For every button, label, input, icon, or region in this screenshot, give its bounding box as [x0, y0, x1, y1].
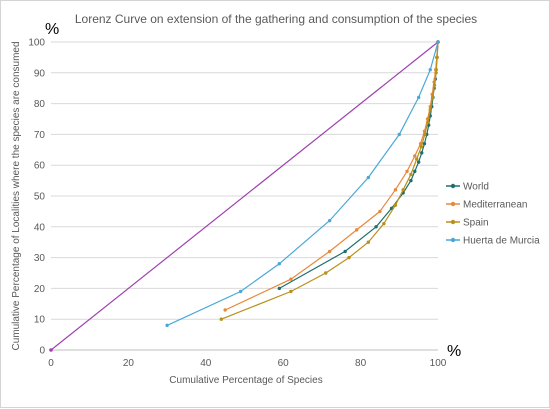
legend-label-world: World [463, 182, 489, 193]
y-tick-label: 30 [34, 253, 46, 264]
data-point-mediterranean [413, 154, 417, 158]
series-huerta-de-murcia [165, 40, 440, 328]
tick-labels: 0 10 20 30 40 50 60 70 80 90 100 0 20 40 60 80 100 [28, 38, 446, 370]
data-point-huerta-de-murcia [366, 175, 371, 180]
data-point-mediterranean [289, 277, 293, 281]
data-point-spain [426, 120, 430, 124]
x-tick-label: 60 [278, 358, 290, 369]
data-point-spain [432, 83, 437, 87]
data-point-spain [428, 108, 432, 112]
legend-label-spain: Spain [463, 218, 489, 229]
y-tick-label: 60 [34, 161, 46, 172]
series-line-huerta-de-murcia [166, 41, 439, 326]
x-unit-label: % [447, 343, 461, 360]
y-tick-label: 70 [34, 130, 46, 141]
chart-title: Lorenz Curve on extension of the gatheri… [75, 12, 477, 26]
x-tick-label: 20 [123, 358, 135, 369]
data-point-world [416, 160, 421, 164]
legend-label-mediterranean: Mediterranean [463, 200, 527, 211]
data-point-spain [419, 145, 424, 149]
data-point-spain [415, 157, 419, 161]
data-point-spain [435, 55, 439, 60]
y-tick-label: 100 [28, 38, 45, 49]
data-point-spain [366, 240, 371, 244]
equality-point [49, 348, 53, 352]
data-point-huerta-de-murcia [416, 95, 421, 100]
y-unit-label: % [45, 21, 59, 38]
data-point-world [422, 141, 427, 146]
legend: World Mediterranean Spain Huerta de Murcia [446, 182, 540, 247]
data-point-world [277, 286, 282, 291]
data-point-spain [324, 271, 328, 275]
data-point-huerta-de-murcia [436, 40, 440, 44]
data-point-world [409, 178, 413, 183]
data-point-spain [219, 317, 223, 321]
y-tick-label: 20 [34, 284, 46, 295]
data-point-mediterranean [378, 209, 382, 214]
x-tick-label: 100 [430, 358, 447, 369]
y-tick-label: 40 [34, 222, 46, 233]
data-point-mediterranean [223, 308, 227, 312]
data-point-spain [382, 222, 386, 226]
series-line-spain [221, 41, 439, 320]
data-point-huerta-de-murcia [397, 132, 401, 137]
legend-marker-world [450, 183, 456, 189]
equality-line [50, 41, 439, 351]
y-tick-label: 0 [39, 346, 45, 357]
data-point-spain [409, 172, 413, 177]
data-point-mediterranean [327, 249, 332, 254]
data-point-spain [423, 132, 427, 137]
grid [51, 41, 438, 320]
data-point-huerta-de-murcia [277, 262, 282, 266]
y-tick-label: 90 [34, 68, 46, 79]
data-point-mediterranean [355, 228, 359, 232]
y-tick-label: 80 [34, 99, 46, 110]
data-point-huerta-de-murcia [238, 289, 243, 294]
data-point-world [420, 151, 424, 155]
y-tick-label: 10 [34, 315, 46, 326]
y-tick-label: 50 [34, 192, 46, 203]
series-spain [219, 40, 440, 321]
data-point-huerta-de-murcia [165, 323, 169, 328]
series-layer [49, 40, 440, 352]
x-tick-label: 0 [48, 358, 54, 369]
data-point-mediterranean [405, 169, 409, 174]
x-tick-label: 80 [355, 358, 367, 369]
data-point-mediterranean [393, 188, 398, 192]
data-point-spain [430, 95, 435, 100]
data-point-spain [393, 203, 398, 207]
data-point-huerta-de-murcia [327, 218, 332, 223]
data-point-huerta-de-murcia [428, 68, 432, 72]
data-point-spain [401, 188, 405, 192]
x-axis-label: Cumulative Percentage of Species [169, 375, 322, 386]
data-point-world [343, 249, 347, 254]
legend-marker-mediterranean [450, 201, 456, 207]
legend-marker-spain [450, 219, 456, 225]
legend-label-huerta-de-murcia: Huerta de Murcia [463, 236, 540, 247]
data-point-spain [289, 289, 293, 294]
y-axis-label: Cumulative Percentage of Localities wher… [11, 41, 22, 350]
data-point-spain [434, 71, 438, 75]
legend-marker-huerta-de-murcia [450, 237, 456, 243]
data-point-spain [347, 255, 351, 260]
x-tick-label: 40 [200, 358, 212, 369]
data-point-world [413, 169, 417, 174]
data-point-world [374, 225, 378, 229]
series-mediterranean [223, 40, 440, 312]
